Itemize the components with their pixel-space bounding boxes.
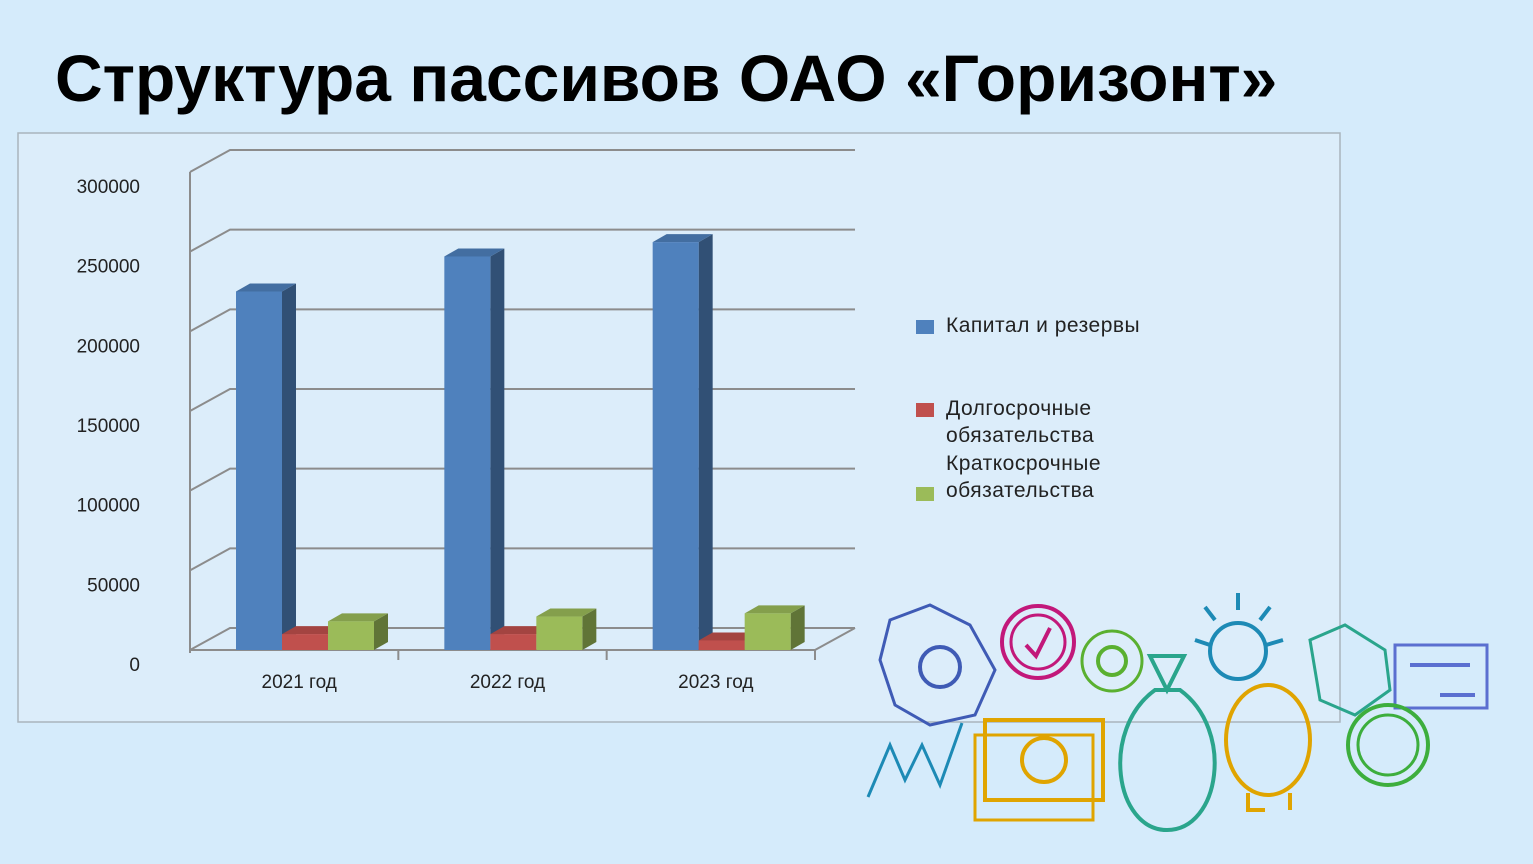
grid-line	[189, 388, 855, 412]
bar	[490, 634, 537, 650]
bar	[652, 242, 699, 650]
x-tick-label: 2022 год	[470, 672, 545, 693]
bar	[282, 634, 328, 650]
legend-swatch	[916, 403, 934, 417]
legend-label: Долгосрочные обязательства	[946, 397, 1095, 447]
bar	[236, 291, 282, 650]
legend-label: Капитал и резервы	[946, 314, 1141, 337]
legend-swatch	[916, 487, 934, 501]
decoration	[866, 593, 1489, 833]
grid-line	[189, 149, 855, 173]
bar-side	[282, 283, 296, 650]
x-tick-label: 2023 год	[678, 672, 753, 693]
legend-label: Краткосрочные обязательства	[946, 452, 1102, 502]
bar	[744, 613, 791, 650]
grid-line	[189, 228, 855, 253]
y-tick-label: 50000	[87, 575, 140, 596]
bar-top	[744, 605, 805, 614]
x-tick-label: 2021 год	[262, 672, 337, 693]
bar-side	[582, 608, 597, 650]
bar-top	[236, 283, 296, 292]
bar	[328, 621, 374, 650]
bar	[698, 640, 745, 650]
bar-top	[444, 248, 505, 257]
y-tick-label: 300000	[77, 177, 140, 198]
y-tick-label: 0	[129, 655, 140, 676]
grid-line	[189, 308, 855, 333]
legend-swatch	[916, 320, 934, 334]
y-tick-label: 100000	[77, 496, 140, 517]
bar-top	[536, 608, 597, 617]
bar-side	[698, 234, 713, 650]
bar	[536, 616, 583, 650]
bar	[444, 256, 491, 650]
bar-top	[652, 234, 713, 243]
y-tick-label: 250000	[77, 257, 140, 278]
grid-line	[189, 627, 855, 651]
bar-side	[790, 605, 805, 650]
y-tick-label: 150000	[77, 416, 140, 437]
bar-top	[490, 626, 551, 635]
bar-top	[282, 626, 342, 635]
bar-top	[698, 632, 759, 641]
bar-top	[328, 613, 388, 622]
bar-side	[490, 248, 505, 650]
slide-title: Структура пассивов ОАО «Горизонт»	[55, 41, 1278, 115]
x-axis-depth	[814, 627, 856, 651]
y-tick-label: 200000	[77, 336, 140, 357]
bar-side	[374, 613, 388, 650]
grid-line	[189, 547, 855, 572]
grid-line	[189, 467, 855, 492]
